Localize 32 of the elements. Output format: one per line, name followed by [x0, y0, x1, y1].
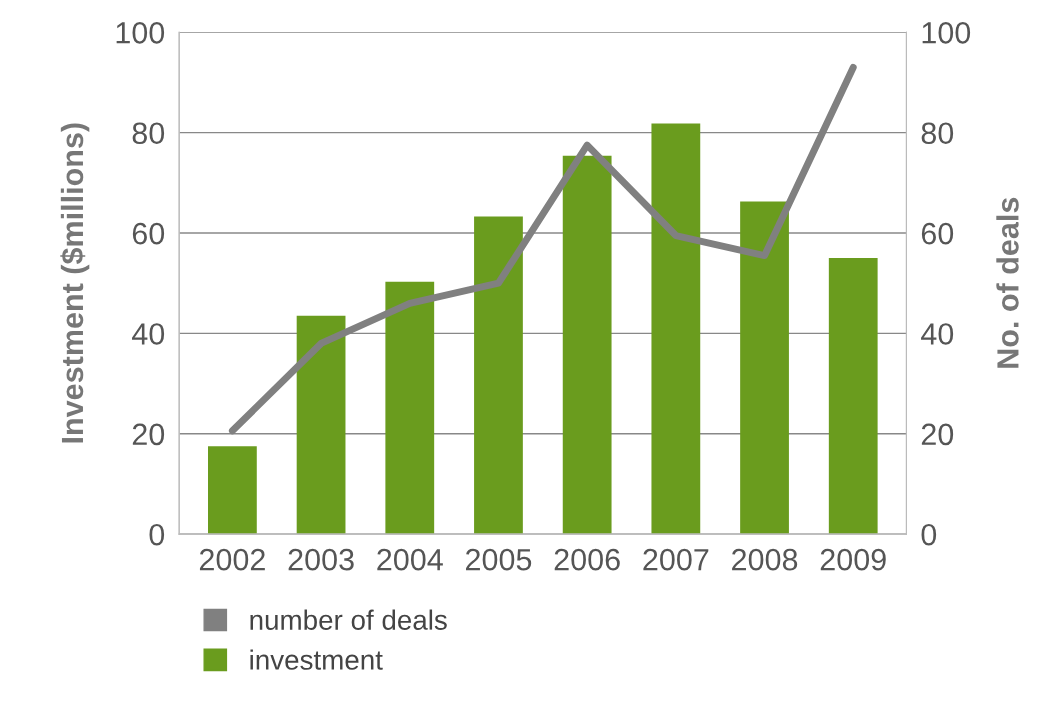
bar: [296, 315, 346, 535]
y-axis-title: Investment ($millions): [60, 123, 90, 443]
bar: [828, 258, 878, 535]
x-tick-label: 2004: [377, 548, 443, 571]
y2-tick-label: 80: [921, 122, 954, 145]
bar: [474, 216, 523, 535]
bar: [651, 123, 701, 535]
bar: [208, 446, 257, 535]
x-tick-label: 2007: [643, 548, 709, 571]
y-tick-label: 100: [116, 22, 165, 44]
y-tick-label: 40: [132, 323, 165, 345]
y2-tick-label: 40: [921, 323, 954, 345]
legend-label: investment: [250, 649, 383, 670]
y2-tick-label: 0: [921, 523, 937, 546]
y-tick-label: 20: [132, 423, 165, 446]
y2-tick-label: 60: [921, 222, 954, 245]
y2-tick-label: 100: [922, 22, 971, 44]
bar: [385, 281, 435, 535]
y-tick-label: 80: [132, 122, 165, 145]
y-tick-label: 60: [132, 222, 165, 245]
x-tick-label: 2006: [554, 548, 620, 571]
bar: [740, 201, 789, 535]
x-tick-label: 2008: [732, 548, 798, 571]
y2-tick-label: 20: [921, 423, 954, 446]
y-tick-label: 0: [149, 523, 165, 546]
x-tick-label: 2005: [466, 548, 532, 571]
y2-axis-title: No. of deals: [996, 197, 1019, 368]
x-tick-label: 2009: [820, 548, 886, 571]
x-tick-label: 2003: [288, 548, 354, 571]
x-tick-label: 2002: [199, 548, 265, 571]
legend-label: number of deals: [250, 609, 447, 630]
bar: [562, 155, 612, 535]
